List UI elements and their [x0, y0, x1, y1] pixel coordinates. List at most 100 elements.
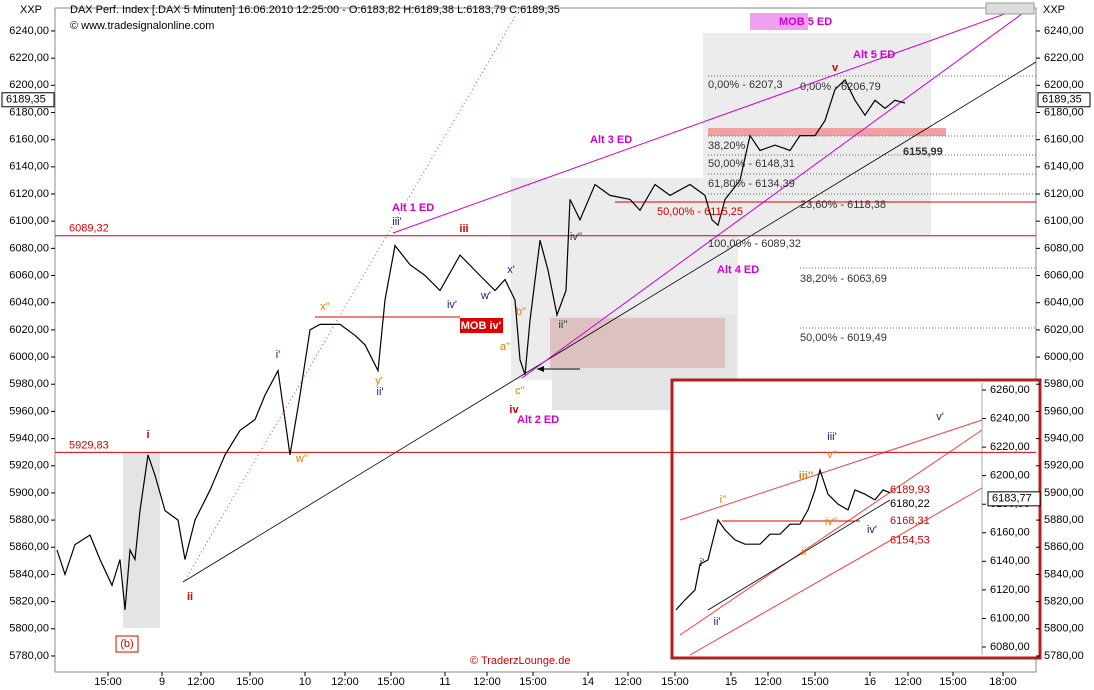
wave-label: 38,20% - 6063,69 — [800, 273, 887, 285]
last-price: 6183,77 — [992, 493, 1032, 505]
price-line — [675, 467, 891, 611]
last-price: 6189,35 — [1042, 94, 1082, 106]
y-tick-label: 6060,00 — [1044, 269, 1084, 281]
wave-label: MOB iv' — [461, 320, 502, 332]
y-tick-label: 5940,00 — [9, 432, 49, 444]
x-tick-label: 18:00 — [989, 676, 1017, 688]
inset-channel — [679, 419, 983, 521]
x-tick-label: 9 — [159, 676, 165, 688]
y-tick-label: 6080,00 — [1044, 242, 1084, 254]
y-tick-label: 5880,00 — [1044, 514, 1084, 526]
y-tick-label: 6000,00 — [1044, 351, 1084, 363]
y-tick-label: 6220,00 — [9, 52, 49, 64]
x-tick-label: 15:00 — [661, 676, 689, 688]
inset-frame — [670, 378, 1042, 660]
y-tick-label: 6020,00 — [1044, 324, 1084, 336]
y-tick-label: 5780,00 — [1044, 650, 1084, 662]
x-tick-label: 15 — [725, 676, 737, 688]
wave-label: 61,80% - 6134,39 — [708, 178, 795, 190]
price-label: 6154,53 — [890, 534, 930, 546]
y-tick-label: 5900,00 — [9, 487, 49, 499]
y-tick-label: 5840,00 — [9, 568, 49, 580]
last-price: 6189,35 — [6, 94, 46, 106]
wave-label: iii'' — [799, 470, 814, 482]
y-tick-label: 6180,00 — [1044, 106, 1084, 118]
inset-channel — [689, 487, 983, 656]
y-tick-label: 6100,00 — [1044, 215, 1084, 227]
y-tick-label: 6180,00 — [9, 106, 49, 118]
trend-line — [521, 7, 1031, 379]
wave-label: ii' — [714, 616, 721, 628]
mob-zone — [550, 318, 725, 368]
wave-label: ii' — [377, 386, 384, 398]
wave-label: v' — [936, 411, 944, 423]
wave-label: 50,00% - 6019,49 — [800, 332, 887, 344]
plot-frame — [54, 7, 1037, 673]
wave-label: Alt 1 ED — [392, 202, 434, 214]
y-tick-label: 5860,00 — [9, 541, 49, 553]
y-tick-label: 6160,00 — [990, 527, 1030, 539]
y-tick-label: 5860,00 — [1044, 541, 1084, 553]
y-tick-label: 6240,00 — [1044, 25, 1084, 37]
mob-box — [750, 13, 808, 30]
wave-label: Alt 3 ED — [590, 134, 632, 146]
arrow-head — [537, 366, 544, 372]
y-tick-label: 5920,00 — [9, 460, 49, 472]
wave-label: i'' — [720, 494, 727, 506]
x-tick-label: 15:00 — [377, 676, 405, 688]
y-tick-label: 5960,00 — [9, 405, 49, 417]
wave-label: 0,00% - 6206,79 — [800, 81, 881, 93]
source: © www.tradesignalonline.com — [70, 20, 214, 32]
y-tick-label: 5780,00 — [9, 650, 49, 662]
wave-label: iii — [459, 223, 468, 235]
x-tick-label: 12:00 — [473, 676, 501, 688]
wave-label: iii' — [827, 431, 836, 443]
x-tick-label: 16 — [864, 676, 876, 688]
wave-label: MOB 5 ED — [779, 16, 832, 28]
y-tick-label: 5840,00 — [1044, 568, 1084, 580]
y-tick-label: 6200,00 — [1044, 79, 1084, 91]
y-tick-label: 6140,00 — [990, 555, 1030, 567]
y-tick-label: 6240,00 — [990, 412, 1030, 424]
price-label: 6168,31 — [890, 515, 930, 527]
wave-label: (b) — [120, 638, 133, 650]
mob-box — [460, 318, 503, 333]
x-tick-label: 12:00 — [894, 676, 922, 688]
y-tick-label: 6040,00 — [1044, 297, 1084, 309]
y-tick-label: 5920,00 — [1044, 460, 1084, 472]
x-tick-label: 15:00 — [801, 676, 829, 688]
y-tick-label: 5820,00 — [1044, 596, 1084, 608]
y-tick-label: 5980,00 — [1044, 378, 1084, 390]
trend-line — [182, 61, 1037, 583]
y-tick-label: 6100,00 — [9, 215, 49, 227]
y-tick-label: 6120,00 — [9, 188, 49, 200]
last-price-box — [1037, 92, 1091, 108]
wave-label: a'' — [500, 341, 510, 353]
y-tick-label: 6000,00 — [9, 351, 49, 363]
window-buttons[interactable] — [985, 2, 1035, 15]
y-tick-label: 6220,00 — [990, 441, 1030, 453]
y-tick-label: 6160,00 — [1044, 134, 1084, 146]
x-tick-label: 15:00 — [236, 676, 264, 688]
y-tick-label: 5980,00 — [9, 378, 49, 390]
y-tick-label: 5900,00 — [1044, 487, 1084, 499]
wave-label: iv — [509, 404, 519, 416]
y-tick-label: 6220,00 — [1044, 52, 1084, 64]
x-tick-label: 12:00 — [331, 676, 359, 688]
last-price-box — [987, 491, 1041, 507]
wave-label: iv' — [867, 524, 877, 536]
y-tick-label: 6200,00 — [990, 470, 1030, 482]
wave-label: ii — [187, 591, 193, 603]
wave-label: ii'' — [801, 546, 810, 558]
wave-label: ii'' — [558, 319, 567, 331]
wave-label: 50,00% - 6115,25 — [657, 206, 743, 218]
wave-label: iii' — [392, 216, 401, 228]
credit: © TraderzLounge.de — [470, 655, 570, 667]
wave-label: w'' — [295, 453, 308, 465]
price-label: 6180,22 — [890, 498, 930, 510]
x-tick-label: 10 — [299, 676, 311, 688]
wave-label: x' — [507, 264, 515, 276]
level-label: 5929,83 — [69, 439, 109, 451]
x-tick-label: 15:00 — [939, 676, 967, 688]
